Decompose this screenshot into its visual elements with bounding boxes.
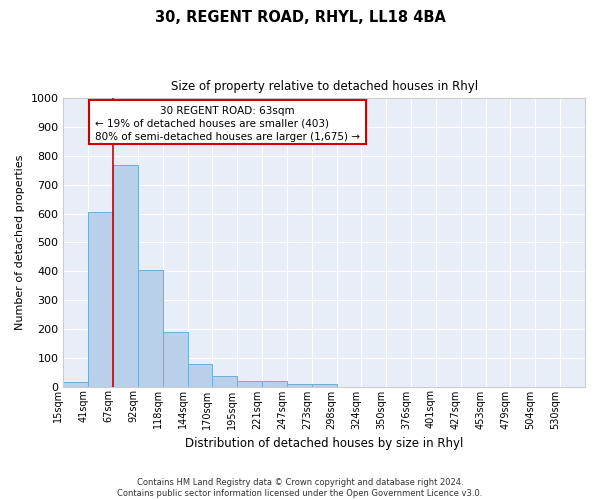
Text: Contains HM Land Registry data © Crown copyright and database right 2024.
Contai: Contains HM Land Registry data © Crown c… (118, 478, 482, 498)
Y-axis label: Number of detached properties: Number of detached properties (15, 154, 25, 330)
Text: 80% of semi-detached houses are larger (1,675) →: 80% of semi-detached houses are larger (… (95, 132, 360, 141)
Bar (188, 364, 212, 386)
Bar (113, 164, 138, 386)
Text: ← 19% of detached houses are smaller (403): ← 19% of detached houses are smaller (40… (95, 119, 329, 129)
Bar (64, 382, 88, 386)
Bar (287, 384, 312, 386)
Bar (262, 382, 287, 386)
Bar (88, 212, 113, 386)
Text: 30 REGENT ROAD: 63sqm: 30 REGENT ROAD: 63sqm (160, 106, 295, 116)
FancyBboxPatch shape (89, 100, 366, 144)
Bar (237, 381, 262, 386)
Title: Size of property relative to detached houses in Rhyl: Size of property relative to detached ho… (170, 80, 478, 93)
X-axis label: Distribution of detached houses by size in Rhyl: Distribution of detached houses by size … (185, 437, 463, 450)
Bar (163, 332, 188, 386)
Bar (138, 270, 163, 386)
Bar (212, 376, 237, 386)
Bar (312, 384, 337, 386)
Text: 30, REGENT ROAD, RHYL, LL18 4BA: 30, REGENT ROAD, RHYL, LL18 4BA (155, 10, 445, 25)
